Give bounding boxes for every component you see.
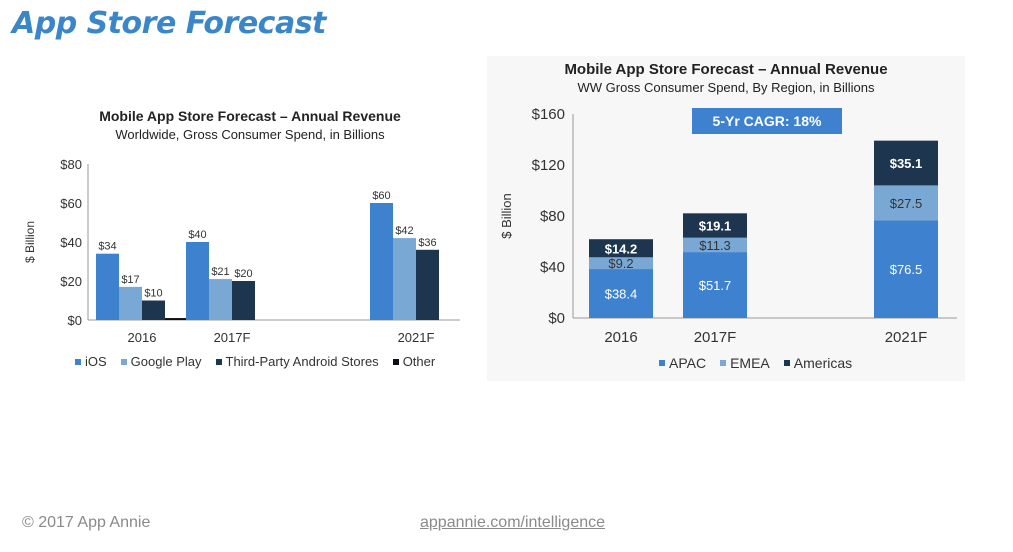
data-label: $42 <box>395 225 413 237</box>
x-tick-label: 2021F <box>398 330 435 345</box>
legend-item-apac: APAC <box>659 355 706 371</box>
left-chart-plot: $0 $20 $40 $60 $80 $ Billion $34 $17 $10 2016 $40 $… <box>23 157 460 345</box>
y-tick-label: $80 <box>60 157 82 172</box>
right-legend: APAC EMEA Americas <box>659 355 852 371</box>
legend-label: Other <box>402 354 436 369</box>
legend-swatch <box>120 358 127 365</box>
y-tick-label: $160 <box>532 106 565 123</box>
chart-subtitle: Worldwide, Gross Consumer Spend, in Bill… <box>115 127 385 142</box>
x-tick-label: 2017F <box>214 330 251 345</box>
y-tick-label: $0 <box>548 310 565 327</box>
legend-label: iOS <box>85 354 107 369</box>
bar-ios-2016 <box>96 253 119 320</box>
chart-title: Mobile App Store Forecast – Annual Reven… <box>564 61 888 78</box>
legend-item-google-play: Google Play <box>120 354 202 369</box>
region-chart: Mobile App Store Forecast – Annual Reven… <box>487 56 965 381</box>
data-label: $36 <box>418 237 436 249</box>
bar-third-party-android-stores-2016 <box>142 300 165 320</box>
y-tick-label: $20 <box>60 274 82 289</box>
legend-swatch <box>215 358 222 365</box>
data-label: $14.2 <box>605 241 638 256</box>
bar-americas-2021f <box>874 140 938 186</box>
legend-swatch <box>75 358 81 365</box>
bar-americas-2016 <box>589 239 653 258</box>
bar-third-party-android-stores-2017f <box>232 281 255 320</box>
y-axis-label: $ Billion <box>499 193 514 239</box>
chart-title: Mobile App Store Forecast – Annual Reven… <box>99 108 401 124</box>
legend-label: Third-Party Android Stores <box>225 354 379 369</box>
data-label: $11.3 <box>699 238 731 253</box>
bar-emea-2017f <box>683 237 747 253</box>
data-label: $27.5 <box>890 196 923 211</box>
legend-item-emea: EMEA <box>720 355 770 371</box>
legend-item-other: Other <box>392 354 436 369</box>
copyright-text: © 2017 App Annie <box>22 514 151 531</box>
data-label: $76.5 <box>890 262 923 277</box>
bar-emea-2016 <box>589 257 653 270</box>
legend-item-ios: iOS <box>75 354 107 369</box>
x-tick-label: 2021F <box>885 329 928 346</box>
legend-swatch <box>659 360 665 366</box>
page-title: App Store Forecast <box>12 6 326 41</box>
legend-label: APAC <box>669 355 707 371</box>
data-label: $35.1 <box>890 156 923 171</box>
y-tick-label: $0 <box>68 313 82 328</box>
bar-americas-2017f <box>683 213 747 238</box>
bar-other-2016 <box>165 318 188 320</box>
bar-apac-2017f <box>683 252 747 318</box>
data-label: $17 <box>121 274 139 286</box>
data-label: $10 <box>144 288 162 300</box>
legend-label: EMEA <box>730 355 770 371</box>
data-label: $34 <box>98 241 116 253</box>
bar-apac-2016 <box>589 269 653 318</box>
x-tick-label: 2017F <box>694 329 737 346</box>
intelligence-link[interactable]: appannie.com/intelligence <box>420 514 606 531</box>
left-legend: iOS Google Play Third-Party Android Stores… <box>75 354 435 369</box>
data-label: $21 <box>211 266 229 278</box>
bar-apac-2021f <box>874 220 938 318</box>
y-tick-label: $40 <box>540 259 565 276</box>
x-tick-label: 2016 <box>128 330 157 345</box>
bar-google-play-2017f <box>209 279 232 320</box>
legend-label: Google Play <box>130 354 202 369</box>
legend-swatch <box>720 360 727 366</box>
data-label: $51.7 <box>699 278 732 293</box>
y-tick-label: $40 <box>60 235 82 250</box>
y-tick-label: $80 <box>540 208 565 225</box>
data-label: $9.2 <box>608 256 633 271</box>
legend-label: Americas <box>793 355 853 371</box>
legend-swatch <box>392 358 399 365</box>
chart-subtitle: WW Gross Consumer Spend, By Region, in B… <box>577 80 875 95</box>
cagr-box <box>692 108 842 134</box>
bar-google-play-2016 <box>119 286 142 320</box>
y-tick-label: $60 <box>60 196 82 211</box>
data-label: $20 <box>234 268 252 280</box>
y-axis-label: $ Billion <box>23 221 37 263</box>
bar-emea-2021f <box>874 185 938 221</box>
data-label: $60 <box>372 190 390 202</box>
ios-google-play-chart: Mobile App Store Forecast – Annual Reven… <box>20 96 480 381</box>
legend-item-americas: Americas <box>783 355 853 371</box>
bar-google-play-2021f <box>393 238 416 320</box>
bar-ios-2021f <box>370 203 393 320</box>
bar-third-party-android-stores-2021f <box>416 249 439 320</box>
data-label: $38.4 <box>605 287 638 302</box>
cagr-annotation: 5-Yr CAGR: 18% <box>713 113 822 129</box>
legend-item-third-party-android-stores: Third-Party Android Stores <box>215 354 379 369</box>
legend-swatch <box>783 360 790 366</box>
data-label: $40 <box>188 229 206 241</box>
x-tick-label: 2016 <box>604 329 637 346</box>
data-label: $19.1 <box>699 218 732 233</box>
y-tick-label: $120 <box>532 157 565 174</box>
bar-ios-2017f <box>186 242 209 320</box>
right-chart-plot: $0 $40 $80 $120 $160 $ Billion $38.4 $9.2$14.2 2… <box>499 106 957 346</box>
